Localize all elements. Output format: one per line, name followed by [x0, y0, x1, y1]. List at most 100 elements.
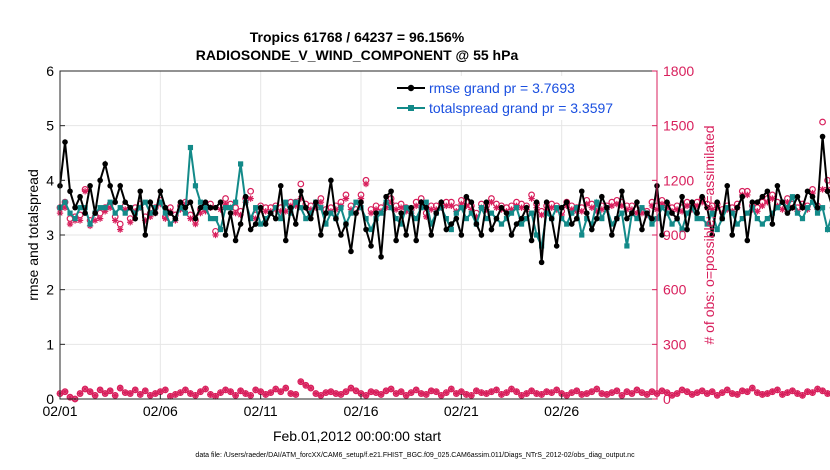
totalspread-point — [634, 216, 640, 222]
obs-bottom-assimilated-point — [86, 388, 94, 395]
totalspread-point — [192, 183, 199, 189]
totalspread-point — [774, 205, 781, 211]
legend-spread-label: totalspread grand pr = 3.3597 — [429, 100, 613, 116]
obs-bottom-assimilated-point — [132, 386, 139, 394]
obs-possible-point — [819, 118, 826, 126]
obs-star-stroke — [373, 389, 379, 396]
obs-star-stroke — [207, 391, 214, 398]
obs-star-stroke — [232, 392, 239, 399]
obs-star-stroke — [749, 385, 755, 391]
rmse-point — [277, 183, 284, 189]
totalspread-point — [117, 205, 123, 211]
obs-bottom-assimilated-point — [729, 390, 736, 397]
obs-star-stroke — [508, 386, 515, 392]
rmse-point — [358, 199, 364, 205]
rmse-point — [799, 204, 806, 211]
obs-star-stroke — [824, 390, 830, 397]
totalspread-point — [739, 216, 745, 222]
obs-star-stroke — [594, 386, 600, 392]
rmse-point — [438, 199, 445, 205]
rmse-point — [102, 161, 108, 167]
obs-star-stroke — [669, 392, 675, 399]
rmse-point — [348, 248, 354, 255]
y-right-tick-label: 0 — [663, 391, 671, 407]
totalspread-point — [197, 199, 204, 205]
obs-bottom-assimilated-point — [438, 392, 445, 399]
obs-bottom-assimilated-point — [392, 390, 400, 397]
totalspread-point — [368, 226, 374, 233]
totalspread-point — [62, 199, 68, 205]
y-right-tick-label: 300 — [663, 336, 687, 352]
rmse-point — [458, 232, 465, 238]
obs-bottom-assimilated-point — [217, 389, 224, 396]
rmse-point — [127, 204, 134, 211]
obs-bottom-assimilated-point — [342, 388, 350, 395]
legend-rmse-label: rmse grand pr = 3.7693 — [429, 80, 575, 96]
obs-bottom-assimilated-point — [212, 393, 219, 400]
obs-bottom-assimilated-point — [769, 388, 776, 395]
obs-star-stroke — [513, 389, 520, 395]
rmse-point — [137, 188, 144, 195]
y-left-tick-label: 0 — [46, 391, 54, 407]
rmse-point — [609, 232, 615, 238]
obs-bottom-assimilated-point — [548, 389, 555, 396]
obs-star-stroke — [318, 392, 324, 399]
obs-star-stroke — [393, 206, 399, 213]
rmse-point — [709, 232, 715, 238]
totalspread-point — [298, 205, 304, 211]
obs-star-stroke — [538, 391, 545, 398]
obs-star-stroke — [503, 389, 510, 396]
obs-assimilated-point — [117, 226, 124, 233]
obs-star-stroke — [353, 388, 359, 394]
obs-star-stroke — [408, 389, 414, 396]
rmse-point — [694, 210, 700, 216]
obs-bottom-assimilated-point — [117, 384, 124, 392]
rmse-point — [418, 199, 425, 205]
obs-bottom-assimilated-point — [387, 385, 395, 393]
totalspread-point — [102, 205, 108, 211]
rmse-point — [674, 215, 680, 222]
obs-star-stroke — [122, 389, 128, 396]
obs-bottom-markers — [56, 378, 830, 403]
obs-star-stroke — [538, 212, 545, 218]
grid-lines — [59, 70, 657, 400]
obs-star-stroke — [323, 389, 329, 396]
obs-star-stroke — [739, 388, 745, 394]
obs-bottom-assimilated-point — [96, 386, 104, 394]
obs-star-stroke — [212, 393, 219, 399]
obs-star-stroke — [759, 391, 766, 398]
totalspread-point — [744, 210, 750, 216]
obs-bottom-assimilated-point — [277, 388, 284, 395]
legend-rmse-marker — [407, 84, 415, 92]
obs-bottom-assimilated-point — [352, 387, 360, 394]
obs-assimilated-point — [443, 202, 450, 210]
totalspread-point — [574, 205, 580, 211]
obs-star-stroke — [242, 390, 249, 397]
rmse-point — [659, 232, 665, 238]
rmse-point — [769, 221, 776, 227]
obs-bottom-assimilated-point — [252, 386, 259, 394]
rmse-point — [824, 188, 830, 195]
rmse-point — [107, 183, 113, 189]
obs-star-stroke — [147, 392, 153, 399]
obs-bottom-assimilated-point — [292, 391, 299, 398]
obs-assimilated-point — [779, 206, 786, 213]
obs-assimilated-point — [111, 217, 119, 224]
rmse-point — [689, 199, 695, 205]
rmse-point — [639, 226, 645, 233]
obs-bottom-assimilated-point — [157, 388, 164, 395]
obs-star-stroke — [724, 387, 730, 393]
obs-star-stroke — [263, 208, 269, 214]
obs-star-stroke — [97, 387, 103, 393]
obs-star-stroke — [794, 390, 801, 397]
obs-bottom-assimilated-point — [673, 390, 681, 397]
obs-bottom-assimilated-point — [618, 392, 626, 399]
obs-star-stroke — [468, 392, 475, 399]
obs-star-stroke — [518, 205, 525, 211]
obs-bottom-assimilated-point — [227, 388, 234, 395]
legend-box — [394, 76, 654, 120]
series-layer — [56, 118, 830, 403]
obs-bottom-assimilated-point — [207, 391, 214, 398]
obs-star-stroke — [67, 221, 73, 227]
